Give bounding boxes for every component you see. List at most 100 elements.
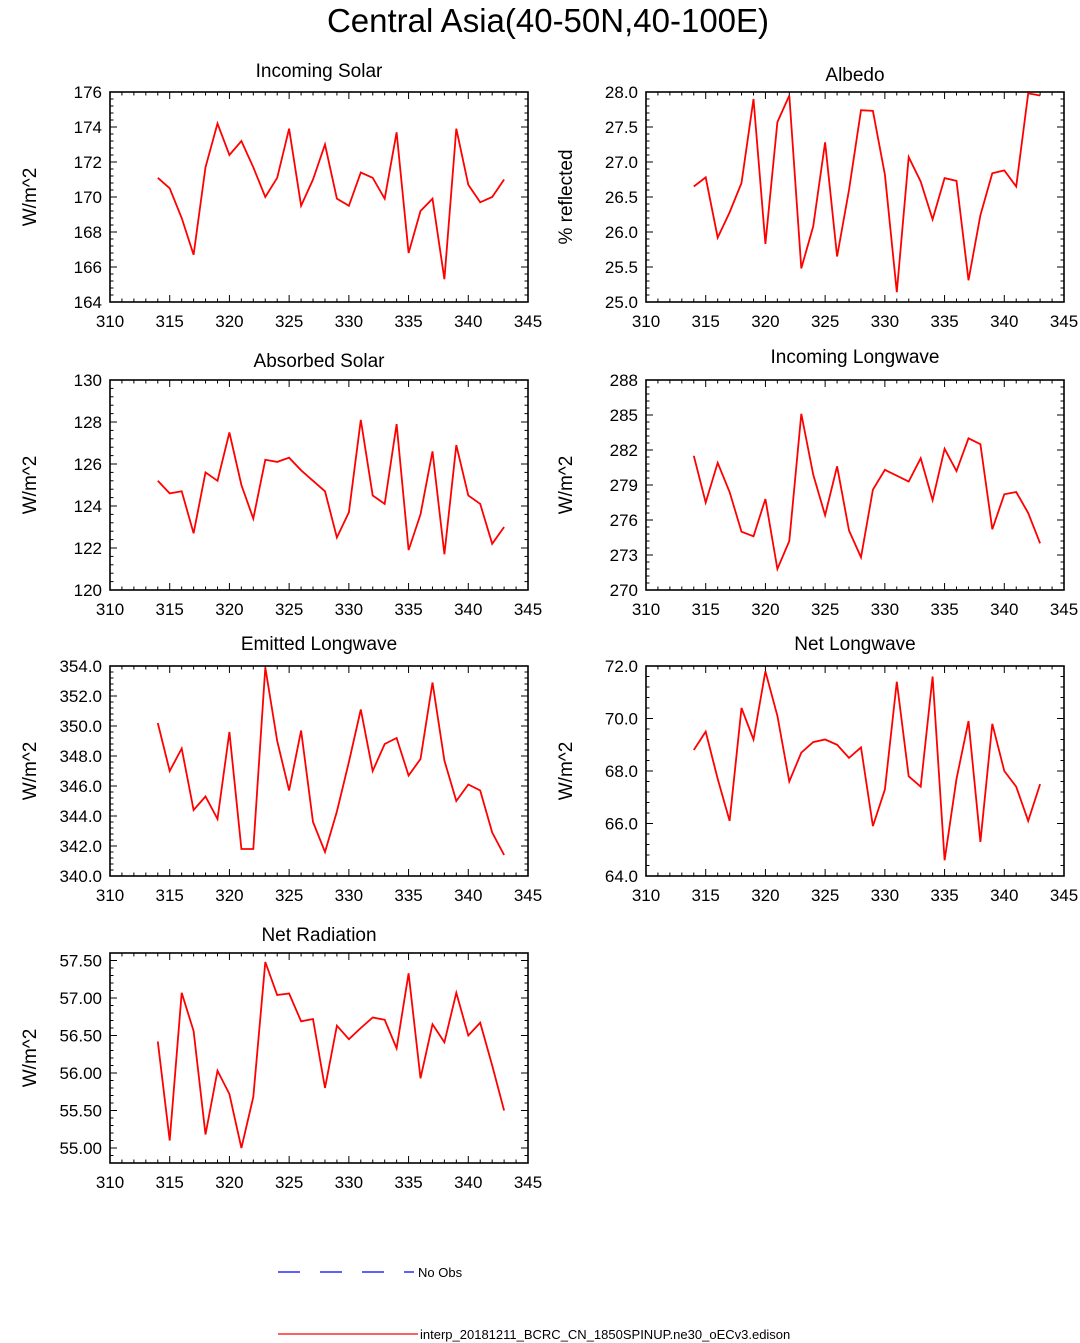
y-tick-label: 340.0: [59, 867, 102, 886]
x-tick-label: 325: [811, 312, 839, 331]
x-tick-label: 320: [215, 312, 243, 331]
x-tick-label: 340: [990, 312, 1018, 331]
x-tick-label: 315: [156, 1173, 184, 1192]
x-tick-label: 345: [1050, 600, 1078, 619]
x-tick-label: 320: [215, 600, 243, 619]
x-tick-label: 340: [990, 600, 1018, 619]
x-tick-label: 310: [96, 312, 124, 331]
panel-title: Incoming Solar: [256, 61, 383, 82]
x-tick-label: 340: [454, 600, 482, 619]
y-axis-label: % reflected: [556, 149, 577, 244]
y-tick-label: 126: [74, 455, 102, 474]
y-tick-label: 273: [610, 546, 638, 565]
x-tick-label: 325: [275, 600, 303, 619]
x-tick-label: 315: [156, 886, 184, 905]
panel-title: Incoming Longwave: [771, 347, 940, 368]
y-axis-label: W/m^2: [20, 456, 41, 515]
x-tick-label: 320: [215, 1173, 243, 1192]
x-tick-label: 335: [394, 1173, 422, 1192]
panel-7: Net Radiation W/m^2 310 315 320 325 330 335 340 3…: [20, 925, 542, 1192]
x-tick-label: 335: [930, 886, 958, 905]
y-tick-label: 57.00: [59, 989, 102, 1008]
y-tick-label: 56.50: [59, 1027, 102, 1046]
x-tick-label: 315: [692, 312, 720, 331]
x-tick-label: 330: [335, 886, 363, 905]
x-tick-label: 310: [632, 886, 660, 905]
x-tick-label: 315: [156, 600, 184, 619]
plot-frame: [645, 379, 1065, 591]
page-title: Central Asia(40-50N,40-100E): [327, 2, 769, 39]
x-tick-label: 330: [871, 312, 899, 331]
series-line: [156, 667, 505, 856]
y-tick-label: 55.00: [59, 1139, 102, 1158]
x-tick-label: 335: [394, 886, 422, 905]
y-tick-label: 172: [74, 153, 102, 172]
panel-5: Emitted Longwave W/m^2 310 315 320 325 330 335 3…: [20, 634, 542, 905]
panel-title: Emitted Longwave: [241, 634, 397, 655]
series-line: [157, 419, 505, 555]
panel-title: Net Longwave: [794, 634, 915, 655]
x-tick-label: 325: [811, 886, 839, 905]
y-tick-label: 170: [74, 188, 102, 207]
x-tick-label: 335: [394, 600, 422, 619]
x-tick-label: 325: [275, 1173, 303, 1192]
y-tick-label: 56.00: [59, 1064, 102, 1083]
y-tick-label: 72.0: [605, 657, 638, 676]
y-tick-label: 270: [610, 581, 638, 600]
y-tick-label: 348.0: [59, 747, 102, 766]
y-tick-label: 346.0: [59, 777, 102, 796]
legend: No Obs interp_20181211_BCRC_CN_1850SPINU…: [278, 1265, 790, 1342]
y-axis-label: W/m^2: [556, 742, 577, 801]
panel-1: Incoming Solar W/m^2 310 315 320 325 330 335 340…: [20, 61, 542, 331]
x-tick-label: 310: [96, 1173, 124, 1192]
x-tick-label: 320: [215, 886, 243, 905]
y-tick-label: 120: [74, 581, 102, 600]
x-tick-label: 325: [811, 600, 839, 619]
x-tick-label: 310: [96, 600, 124, 619]
series-line: [157, 120, 505, 280]
y-tick-label: 354.0: [59, 657, 102, 676]
x-tick-label: 345: [1050, 312, 1078, 331]
panel-title: Albedo: [825, 65, 884, 86]
panel-title: Net Radiation: [261, 925, 376, 946]
panel-6: Net Longwave W/m^2 310 315 320 325 330 335 340 34…: [556, 634, 1078, 905]
y-tick-label: 70.0: [605, 710, 638, 729]
x-tick-label: 320: [751, 312, 779, 331]
plot-frame: [645, 665, 1065, 877]
x-tick-label: 335: [930, 312, 958, 331]
y-tick-label: 68.0: [605, 762, 638, 781]
y-tick-label: 64.0: [605, 867, 638, 886]
panel-2: Albedo % reflected 310 315 320 325 330 335 340 34…: [556, 65, 1078, 331]
y-tick-label: 174: [74, 118, 102, 137]
x-tick-label: 315: [692, 600, 720, 619]
x-tick-label: 310: [96, 886, 124, 905]
x-tick-label: 345: [514, 600, 542, 619]
panel-3: Absorbed Solar W/m^2 310 315 320 325 330 335 340…: [20, 351, 542, 619]
y-tick-label: 344.0: [59, 807, 102, 826]
x-tick-label: 330: [871, 886, 899, 905]
panel-4: Incoming Longwave W/m^2 310 315 320 325 330 335…: [556, 347, 1078, 619]
y-tick-label: 26.5: [605, 188, 638, 207]
y-axis-label: W/m^2: [20, 1029, 41, 1088]
y-tick-label: 26.0: [605, 223, 638, 242]
y-tick-label: 25.0: [605, 293, 638, 312]
plot-frame: [109, 379, 529, 591]
y-tick-label: 342.0: [59, 837, 102, 856]
y-axis-label: W/m^2: [20, 742, 41, 801]
x-tick-label: 315: [156, 312, 184, 331]
x-tick-label: 325: [275, 312, 303, 331]
y-tick-label: 164: [74, 293, 102, 312]
y-tick-label: 122: [74, 539, 102, 558]
x-tick-label: 330: [335, 1173, 363, 1192]
y-tick-label: 350.0: [59, 717, 102, 736]
x-tick-label: 345: [514, 1173, 542, 1192]
y-tick-label: 130: [74, 371, 102, 390]
y-tick-label: 25.5: [605, 258, 638, 277]
x-tick-label: 310: [632, 312, 660, 331]
x-tick-label: 330: [335, 600, 363, 619]
y-tick-label: 166: [74, 258, 102, 277]
y-tick-label: 276: [610, 511, 638, 530]
y-tick-label: 279: [610, 476, 638, 495]
y-axis-label: W/m^2: [556, 456, 577, 515]
